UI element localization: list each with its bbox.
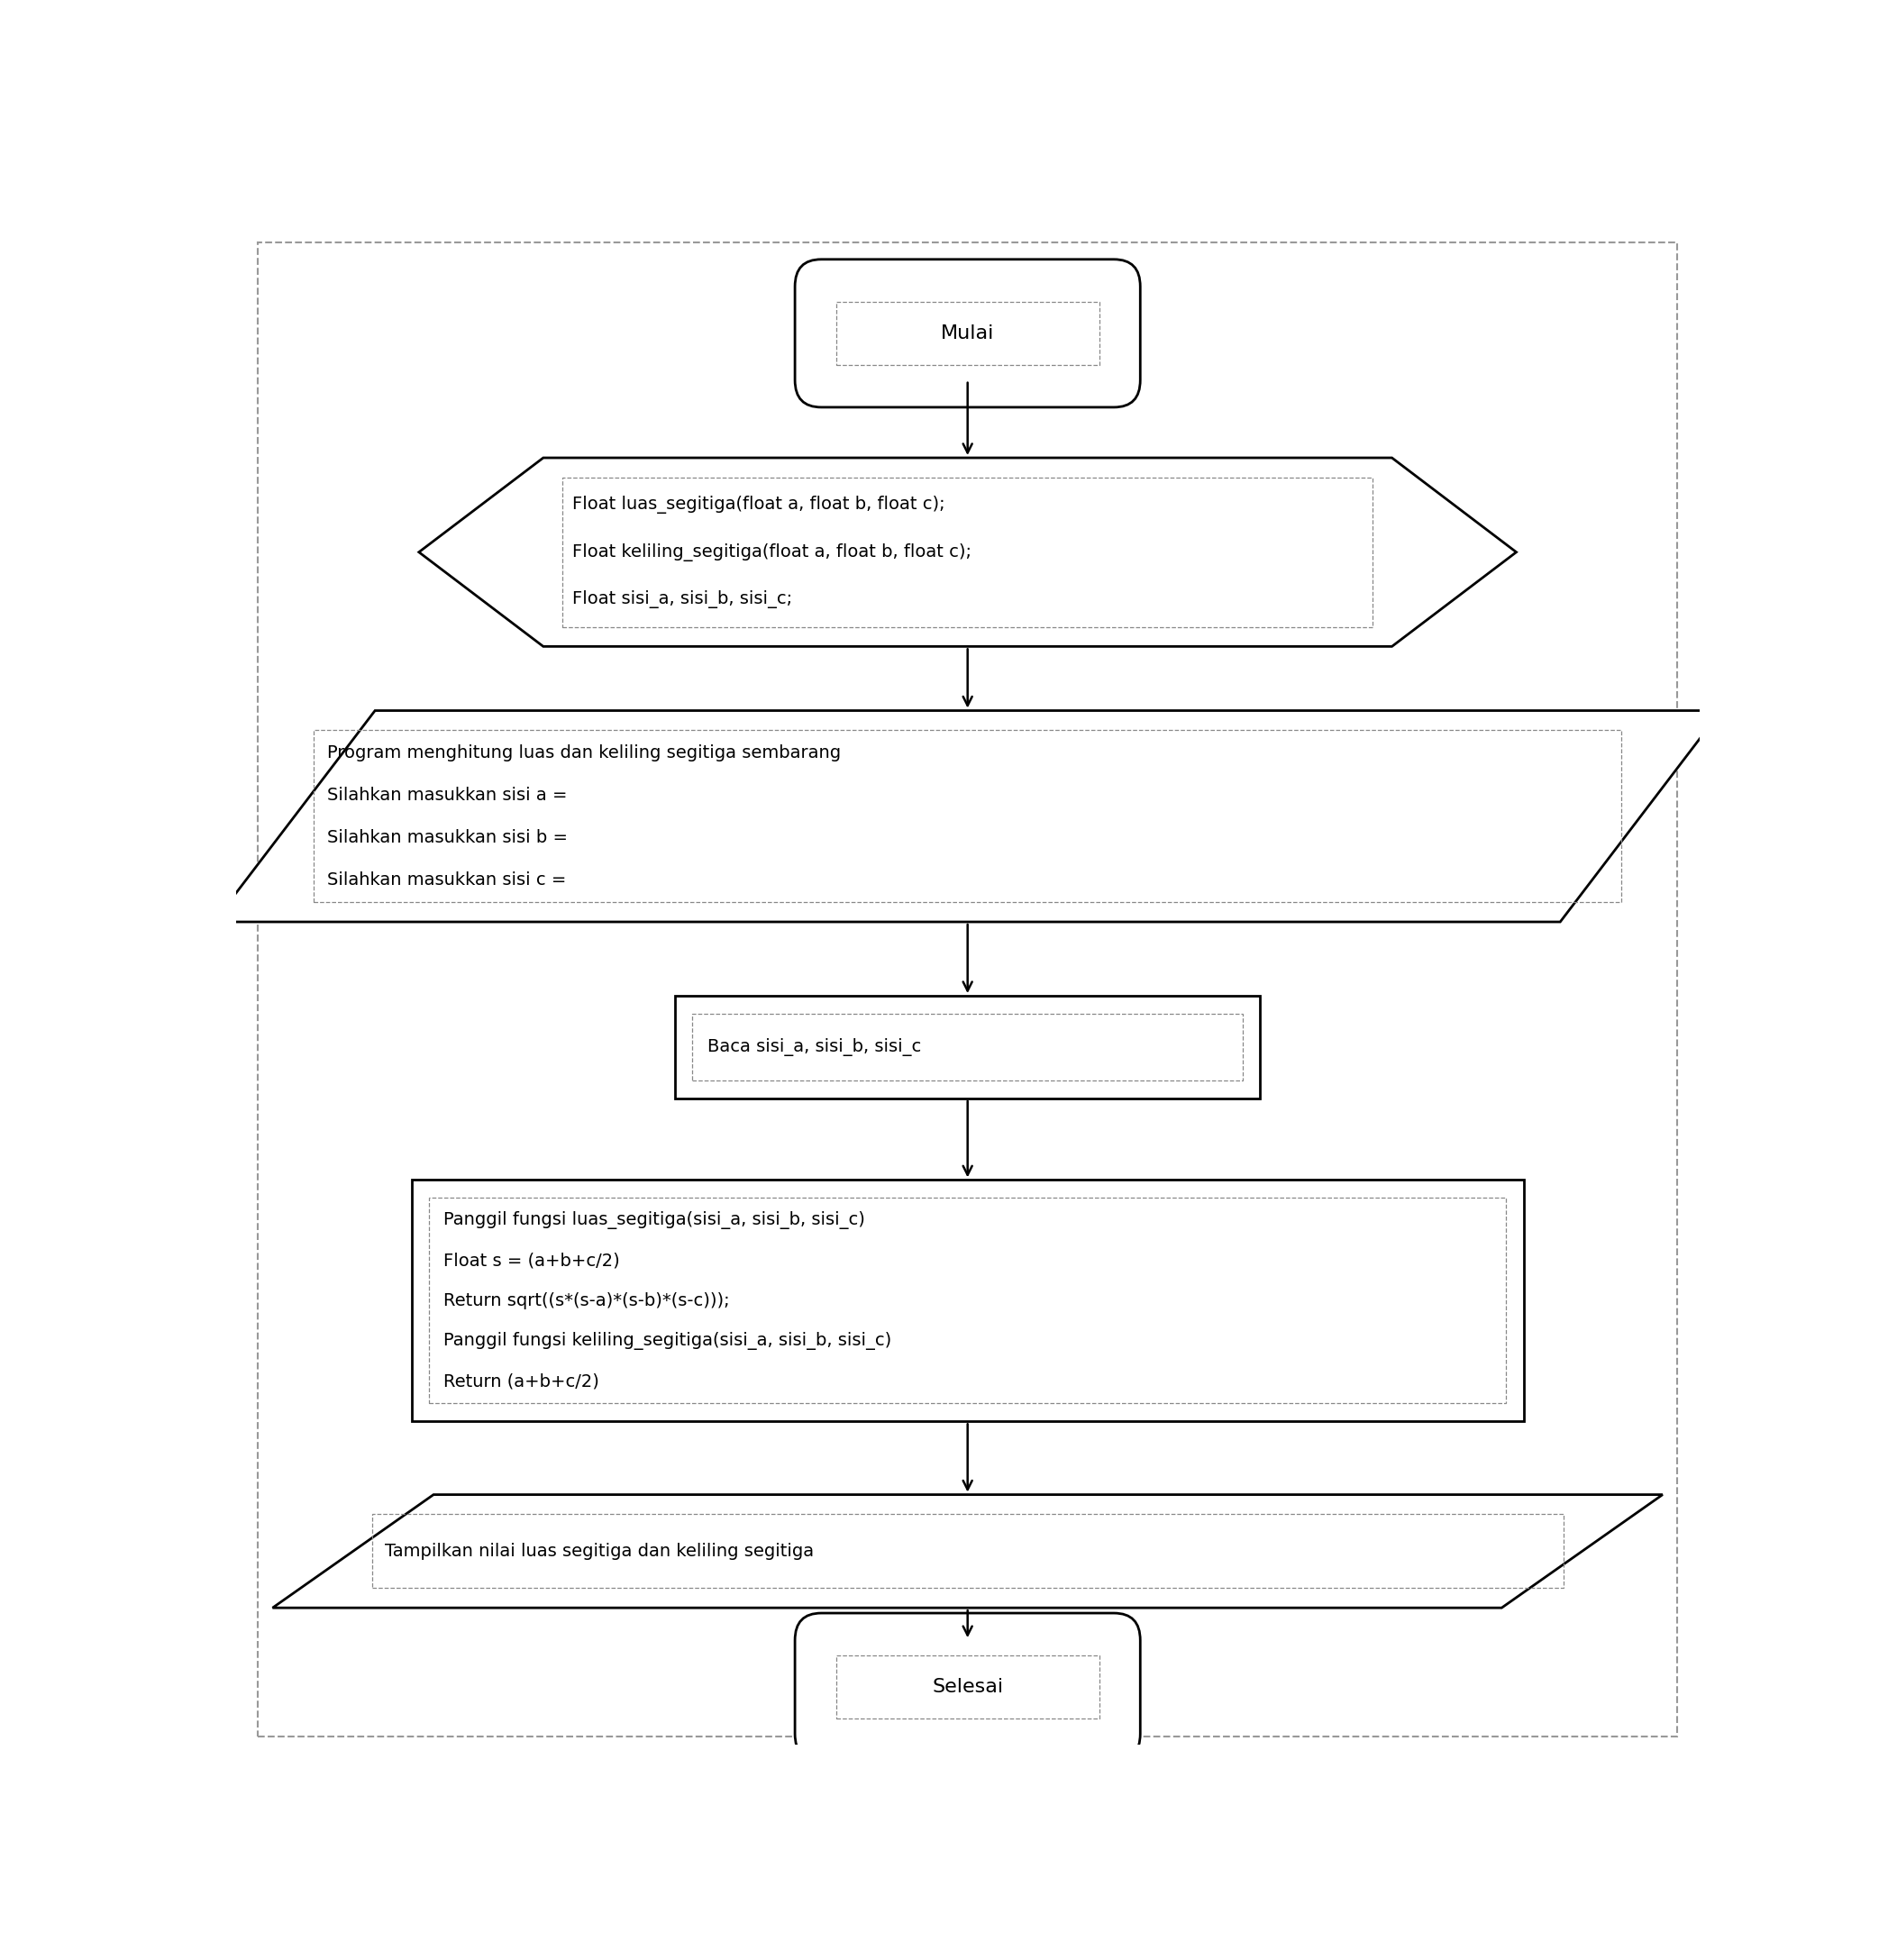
Bar	[412, 1180, 1524, 1421]
FancyBboxPatch shape	[795, 259, 1140, 408]
Bar	[429, 1198, 1507, 1403]
Text: Selesai: Selesai	[933, 1678, 1003, 1695]
Text: Panggil fungsi keliling_segitiga(sisi_a, sisi_b, sisi_c): Panggil fungsi keliling_segitiga(sisi_a,…	[444, 1333, 891, 1350]
Polygon shape	[272, 1495, 1663, 1607]
Text: Silahkan masukkan sisi c =: Silahkan masukkan sisi c =	[327, 870, 566, 888]
Text: Float s = (a+b+c/2): Float s = (a+b+c/2)	[444, 1252, 619, 1268]
Bar	[836, 302, 1099, 365]
Text: Program menghitung luas dan keliling segitiga sembarang: Program menghitung luas dan keliling seg…	[327, 745, 840, 760]
Text: Return sqrt((s*(s-a)*(s-b)*(s-c)));: Return sqrt((s*(s-a)*(s-b)*(s-c)));	[444, 1292, 731, 1309]
FancyBboxPatch shape	[795, 1613, 1140, 1760]
Polygon shape	[419, 459, 1516, 647]
Text: Float luas_segitiga(float a, float b, float c);: Float luas_segitiga(float a, float b, fl…	[572, 496, 946, 514]
Bar	[563, 478, 1373, 627]
Bar	[313, 731, 1622, 902]
Text: Silahkan masukkan sisi a =: Silahkan masukkan sisi a =	[327, 786, 566, 804]
Text: Float sisi_a, sisi_b, sisi_c;: Float sisi_a, sisi_b, sisi_c;	[572, 590, 793, 608]
Text: Panggil fungsi luas_segitiga(sisi_a, sisi_b, sisi_c): Panggil fungsi luas_segitiga(sisi_a, sis…	[444, 1211, 865, 1229]
Text: Tampilkan nilai luas segitiga dan keliling segitiga: Tampilkan nilai luas segitiga dan kelili…	[385, 1543, 814, 1560]
Bar	[693, 1013, 1242, 1080]
Bar	[676, 996, 1261, 1098]
Text: Float keliling_segitiga(float a, float b, float c);: Float keliling_segitiga(float a, float b…	[572, 543, 972, 561]
Text: Mulai: Mulai	[940, 323, 995, 343]
Text: Baca sisi_a, sisi_b, sisi_c: Baca sisi_a, sisi_b, sisi_c	[708, 1039, 921, 1056]
Text: Return (a+b+c/2): Return (a+b+c/2)	[444, 1372, 600, 1390]
Bar	[372, 1515, 1563, 1588]
Text: Silahkan masukkan sisi b =: Silahkan masukkan sisi b =	[327, 829, 566, 847]
Polygon shape	[213, 711, 1722, 921]
Bar	[836, 1656, 1099, 1719]
